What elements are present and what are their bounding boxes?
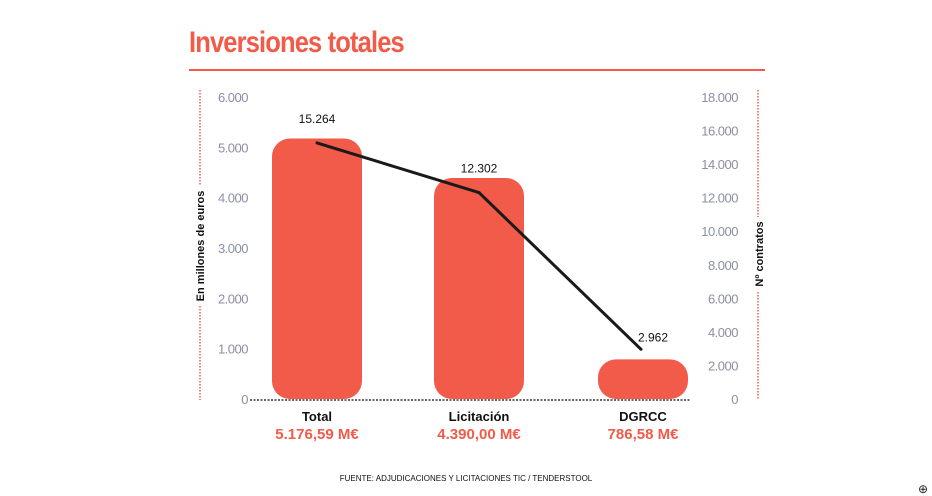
y-tick-right-label: 2.000 xyxy=(708,358,738,373)
category-label: DGRCC xyxy=(619,409,667,424)
settings-icon[interactable]: ⊕ xyxy=(918,482,929,496)
y-tick-label: 3.000 xyxy=(218,241,248,256)
amount-label: 4.390,00 M€ xyxy=(437,426,521,443)
y-tick-right-label: 14.000 xyxy=(701,157,738,172)
y-tick-label: 6.000 xyxy=(218,90,248,105)
y-tick-right-label: 0 xyxy=(731,392,738,407)
data-label: 2.962 xyxy=(638,330,668,344)
line-point xyxy=(639,347,643,351)
y-tick-label: 2.000 xyxy=(218,291,248,306)
line-point xyxy=(477,191,481,195)
category-label: Total xyxy=(302,409,332,424)
chart-title: Inversiones totales xyxy=(189,26,405,59)
y-tick-label: 4.000 xyxy=(218,191,248,206)
y-axis-right-label: Nº contratos xyxy=(754,221,766,286)
line-point xyxy=(315,141,319,145)
y-tick-right-label: 8.000 xyxy=(708,258,738,273)
title-rule xyxy=(189,69,765,71)
y-tick-right-label: 4.000 xyxy=(708,325,738,340)
bar xyxy=(272,138,362,399)
category-label: Licitación xyxy=(449,409,510,424)
amount-label: 5.176,59 M€ xyxy=(275,426,359,443)
amount-label: 786,58 M€ xyxy=(608,426,680,443)
data-label: 15.264 xyxy=(299,112,336,126)
y-tick-right-label: 12.000 xyxy=(701,191,738,206)
source-note: FUENTE: ADJUDICACIONES Y LICITACIONES TI… xyxy=(339,474,593,483)
bar xyxy=(598,359,688,399)
y-tick-label: 1.000 xyxy=(218,342,248,357)
data-label: 12.302 xyxy=(461,162,498,176)
y-tick-right-label: 18.000 xyxy=(701,90,738,105)
bar xyxy=(434,178,524,399)
y-tick-right-label: 16.000 xyxy=(701,124,738,139)
y-axis-label: En millones de euros xyxy=(195,191,207,302)
y-tick-label: 0 xyxy=(241,392,248,407)
y-tick-right-label: 10.000 xyxy=(701,224,738,239)
y-tick-label: 5.000 xyxy=(218,140,248,155)
y-tick-right-label: 6.000 xyxy=(708,291,738,306)
